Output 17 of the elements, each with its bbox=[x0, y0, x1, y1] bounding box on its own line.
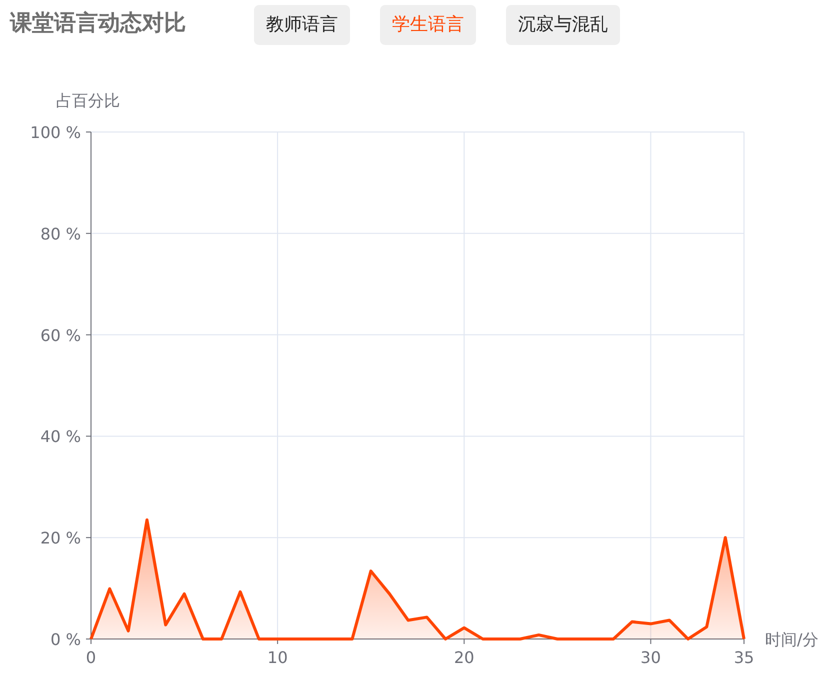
text: 沉寂与混乱 bbox=[506, 5, 620, 45]
y-axis-title: 占百分比 bbox=[56, 91, 120, 110]
y-tick-label: 100 % bbox=[30, 123, 81, 142]
chart-title: 课堂语言动态对比 bbox=[10, 10, 186, 38]
y-tick-label: 80 % bbox=[40, 224, 81, 244]
x-tick-label: 10 bbox=[267, 648, 288, 667]
text: 教师语言 bbox=[254, 5, 350, 45]
y-tick-label: 60 % bbox=[40, 326, 81, 345]
x-axis-title: 时间/分 bbox=[765, 630, 818, 649]
y-tick-label: 40 % bbox=[40, 427, 81, 446]
text: 学生语言 bbox=[380, 5, 476, 45]
x-tick-label: 30 bbox=[640, 648, 661, 667]
x-tick-label: 20 bbox=[454, 648, 474, 667]
x-tick-label: 0 bbox=[86, 648, 96, 667]
x-tick-label: 35 bbox=[734, 648, 754, 667]
y-tick-label: 20 % bbox=[40, 528, 81, 548]
y-tick-label: 0 % bbox=[50, 630, 81, 649]
